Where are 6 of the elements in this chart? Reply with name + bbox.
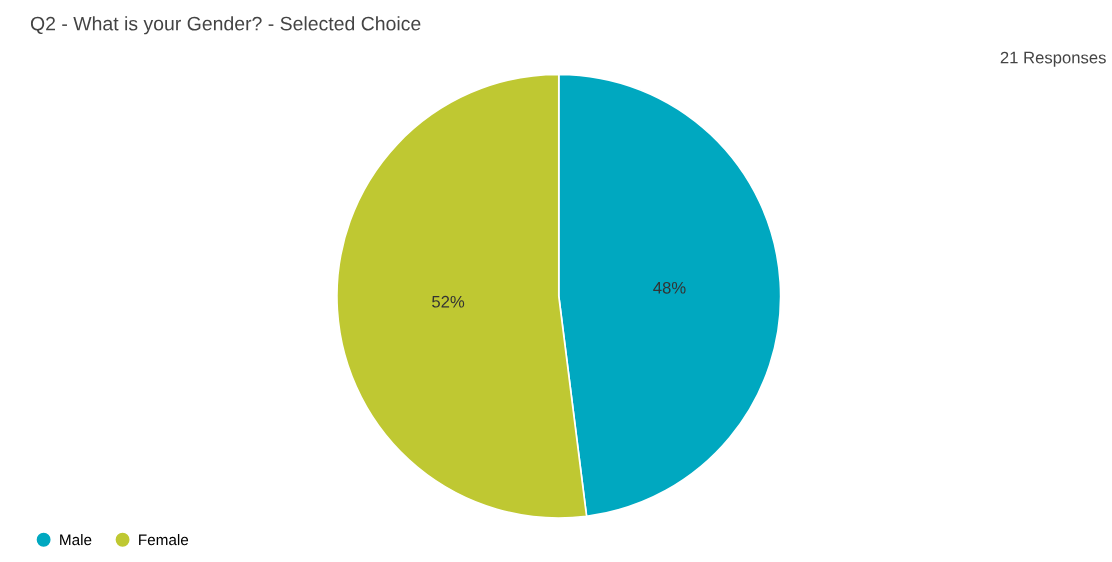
- data-label: 52%: [432, 295, 465, 308]
- legend-label: Male: [60, 534, 92, 546]
- text: 21 Responses: [1000, 51, 1106, 67]
- chart-title: Q2 - What is your Gender? - Selected Choice: [30, 16, 421, 35]
- data-label: 48%: [653, 281, 686, 294]
- legend-label: Female: [139, 534, 189, 546]
